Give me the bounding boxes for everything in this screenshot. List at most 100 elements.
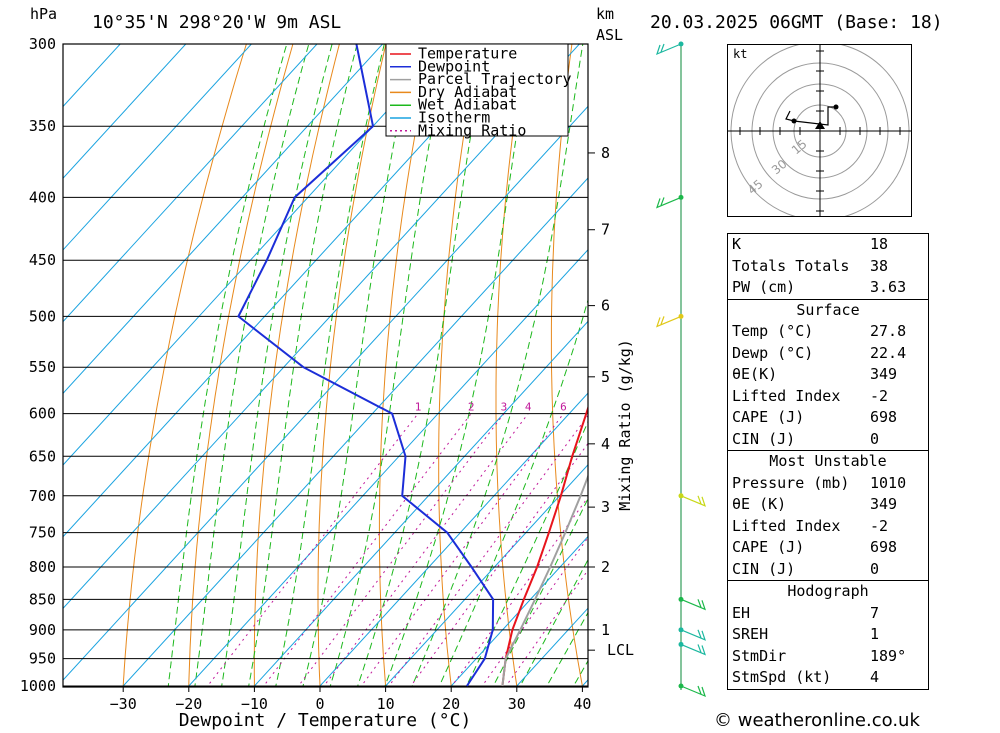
height-tick-label: LCL bbox=[607, 641, 634, 659]
legend-box bbox=[385, 43, 569, 137]
isotherm-line bbox=[252, 320, 588, 687]
mixing-ratio-line bbox=[322, 413, 529, 687]
pressure-tick-label: 350 bbox=[29, 117, 56, 135]
legend-entry: Wet Adiabat bbox=[418, 96, 517, 114]
index-row: SREH 1 bbox=[728, 624, 928, 646]
plot-frame bbox=[62, 43, 589, 688]
isotherm-line bbox=[63, 44, 449, 466]
wind-barb bbox=[656, 315, 682, 328]
wet-adiabat-line bbox=[438, 298, 588, 687]
mixing-ratio-lines bbox=[206, 413, 588, 687]
parcel-trajectory-line bbox=[501, 473, 588, 687]
mixing-ratio-line bbox=[206, 413, 419, 687]
index-label: StmSpd (kt) bbox=[732, 668, 832, 686]
isotherm-line bbox=[63, 44, 384, 395]
hodograph-title: Hodograph bbox=[787, 582, 869, 600]
x-tick-label: 30 bbox=[508, 695, 526, 713]
pressure-unit-label: hPa bbox=[30, 5, 57, 23]
wet-adiabat-line bbox=[221, 44, 333, 687]
height-unit-label: km bbox=[596, 5, 614, 23]
storm-motion-icon bbox=[815, 121, 825, 129]
pressure-tick-label: 950 bbox=[29, 650, 56, 668]
isobars bbox=[63, 43, 588, 687]
copyright-icon: © bbox=[714, 710, 732, 731]
pressure-tick-label: 800 bbox=[29, 558, 56, 576]
mixing-ratio-line bbox=[360, 413, 564, 687]
index-value: 1 bbox=[870, 625, 880, 643]
isotherm-line bbox=[384, 464, 588, 687]
index-label: PW (cm) bbox=[732, 278, 796, 296]
height-tick-label: 1 bbox=[601, 621, 610, 639]
wind-barb bbox=[656, 196, 682, 209]
site-link[interactable]: weatheronline.co.uk bbox=[737, 710, 920, 731]
surface-section: Surface Temp (°C) 27.8 Dewp (°C) 22.4 θE(K) 3… bbox=[728, 298, 928, 451]
hodograph-section: Hodograph EH 7 SREH 1 StmDir 189° StmSpd (kt) 4 bbox=[728, 580, 928, 689]
index-value: -2 bbox=[870, 516, 889, 535]
dry-adiabat-line bbox=[495, 44, 526, 687]
index-row: Pressure (mb) 1010 bbox=[728, 473, 928, 495]
pressure-tick-label: 600 bbox=[29, 405, 56, 423]
location-label: 10°35'N 298°20'W 9m ASL bbox=[92, 12, 341, 33]
index-label: θE(K) bbox=[732, 365, 778, 383]
pressure-tick-label: 500 bbox=[29, 307, 56, 325]
mixing-ratio-label: 6 bbox=[560, 401, 567, 414]
pressure-tick-label: 300 bbox=[29, 35, 56, 53]
wet-adiabat-line bbox=[248, 44, 358, 687]
hodograph: kt 15 30 45 bbox=[727, 41, 912, 221]
datetime-label: 20.03.2025 06GMT (Base: 18) bbox=[650, 12, 943, 33]
mixing-ratio-line bbox=[480, 536, 588, 687]
hodograph-ring-label: 15 bbox=[789, 137, 810, 158]
index-value: 4 bbox=[870, 668, 880, 686]
index-label: CIN (J) bbox=[732, 559, 796, 578]
index-value: 349 bbox=[870, 495, 898, 513]
index-label: SREH bbox=[732, 625, 769, 643]
x-tick-label: 0 bbox=[315, 695, 324, 713]
dry-adiabat-line bbox=[188, 44, 294, 687]
pressure-tick-label: 400 bbox=[29, 188, 56, 206]
index-value: 3.63 bbox=[870, 278, 907, 296]
legend-entry: Parcel Trajectory bbox=[418, 70, 572, 88]
index-label: K bbox=[732, 235, 742, 253]
isotherm-line bbox=[121, 177, 588, 687]
hodograph-unit: kt bbox=[733, 47, 747, 61]
temperature-line bbox=[501, 405, 588, 687]
dewpoint-line bbox=[237, 44, 495, 687]
index-row: CAPE (J) 698 bbox=[728, 407, 928, 429]
index-label: Lifted Index bbox=[732, 386, 841, 405]
index-row: θE(K) 349 bbox=[728, 364, 928, 386]
index-value: 7 bbox=[870, 603, 880, 622]
height-axis: 8 7 6 5 4 3 2 1 LCL bbox=[588, 144, 634, 659]
index-row: Totals Totals 38 bbox=[728, 256, 928, 278]
x-tick-label: −30 bbox=[110, 695, 137, 713]
wet-adiabat-line bbox=[384, 44, 532, 687]
dry-adiabat-line bbox=[988, 7, 1000, 712]
isotherm-line bbox=[449, 535, 588, 687]
pressure-tick-label: 850 bbox=[29, 590, 56, 608]
index-row: PW (cm) 3.63 bbox=[728, 277, 928, 299]
index-label: CIN (J) bbox=[732, 429, 796, 448]
wind-barb bbox=[680, 598, 706, 611]
temperature-axis: −30 −20 −10 0 10 20 30 40 bbox=[110, 686, 591, 713]
wet-adiabat-line bbox=[329, 44, 449, 687]
index-row: Lifted Index -2 bbox=[728, 516, 928, 538]
dry-adiabat-line bbox=[378, 44, 433, 687]
index-label: Totals Totals bbox=[732, 256, 850, 275]
index-value: 22.4 bbox=[870, 343, 907, 362]
height-tick-label: 8 bbox=[601, 144, 610, 162]
isotherm-line bbox=[187, 248, 588, 687]
index-value: 0 bbox=[870, 429, 880, 448]
index-row: CAPE (J) 698 bbox=[728, 537, 928, 559]
mixing-ratio-line bbox=[297, 413, 505, 687]
wet-adiabat-line bbox=[356, 44, 488, 687]
wind-barb bbox=[680, 643, 706, 656]
hodograph-point bbox=[833, 104, 839, 110]
most-unstable-section: Most Unstable Pressure (mb) 1010 θE (K) 349… bbox=[728, 450, 928, 580]
index-label: CAPE (J) bbox=[732, 538, 805, 556]
surface-title: Surface bbox=[796, 300, 860, 319]
x-tick-label: −10 bbox=[241, 695, 268, 713]
x-axis-title: Dewpoint / Temperature (°C) bbox=[179, 710, 472, 731]
index-row: Dewp (°C) 22.4 bbox=[728, 343, 928, 365]
wet-adiabat-line bbox=[194, 44, 310, 687]
height-tick-label: 4 bbox=[601, 435, 610, 453]
